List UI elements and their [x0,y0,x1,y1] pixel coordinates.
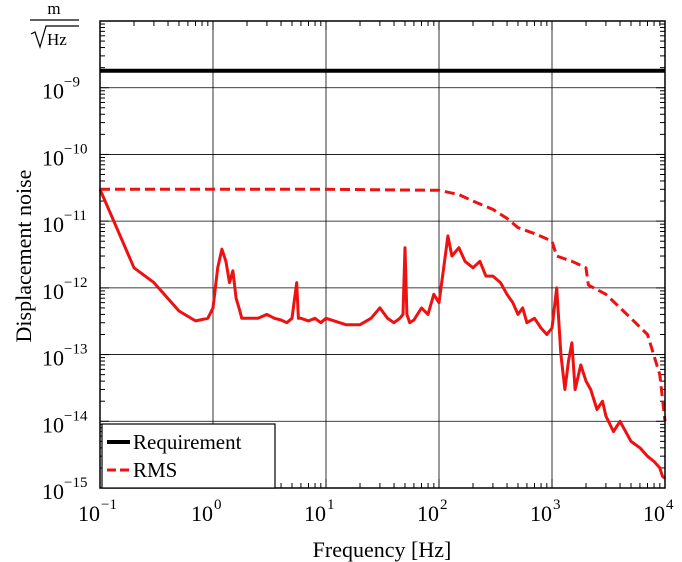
y-unit-label: m Hz [30,0,79,50]
data-series [98,68,667,480]
x-tick-label: 10 4 [643,497,674,526]
plot-frame [99,20,666,489]
y-tick-base: 10 [42,145,64,170]
x-tick-exponent: 4 [666,497,674,513]
x-tick-exponent: −1 [101,497,117,513]
y-axis-title: Displacement noise [11,170,36,343]
x-tick-labels: 10 −1 10 0 10 1 10 2 10 3 10 4 [78,497,674,526]
sqrt-symbol-icon [30,25,79,50]
x-tick-label: 10 −1 [78,497,117,526]
y-tick-label: 10 −9 [42,75,80,104]
y-tick-exponent: −14 [64,408,88,424]
rms-line [100,187,667,422]
legend-label-requirement: Requirement [133,430,242,454]
x-tick-exponent: 3 [553,497,561,513]
x-tick-base: 10 [417,501,439,526]
x-tick-base: 10 [530,501,552,526]
x-tick-base: 10 [643,501,665,526]
y-tick-base: 10 [42,212,64,237]
y-tick-base: 10 [42,79,64,104]
y-tick-label: 10 −13 [42,342,87,371]
y-tick-base: 10 [42,479,64,504]
y-tick-label: 10 −11 [42,208,87,237]
legend: Requirement RMS [101,423,276,489]
x-tick-exponent: 0 [214,497,222,513]
y-tick-exponent: −9 [64,75,80,91]
x-tick-exponent: 1 [327,497,335,513]
x-tick-base: 10 [78,501,100,526]
x-axis-title: Frequency [Hz] [313,537,452,562]
x-tick-exponent: 2 [440,497,448,513]
x-tick-base: 10 [191,501,213,526]
displacement-noise-spectrum-line [98,188,666,480]
y-tick-label: 10 −10 [42,141,87,170]
y-unit-denominator: Hz [47,30,67,49]
x-tick-base: 10 [304,501,326,526]
x-tick-label: 10 1 [304,497,335,526]
y-tick-exponent: −11 [64,208,87,224]
y-unit-numerator: m [47,0,60,18]
y-tick-exponent: −15 [64,475,87,491]
y-tick-exponent: −10 [64,141,87,157]
y-tick-exponent: −13 [64,342,87,358]
x-tick-label: 10 3 [530,497,561,526]
x-tick-label: 10 2 [417,497,448,526]
legend-label-rms: RMS [133,458,177,482]
y-tick-base: 10 [42,412,64,437]
y-tick-label: 10 −12 [42,275,87,304]
x-tick-label: 10 0 [191,497,222,526]
y-tick-label: 10 −14 [42,408,88,437]
y-tick-label: 10 −15 [42,475,87,504]
y-tick-base: 10 [42,346,64,371]
legend-box [101,423,276,489]
y-tick-base: 10 [42,279,64,304]
y-tick-exponent: −12 [64,275,87,291]
